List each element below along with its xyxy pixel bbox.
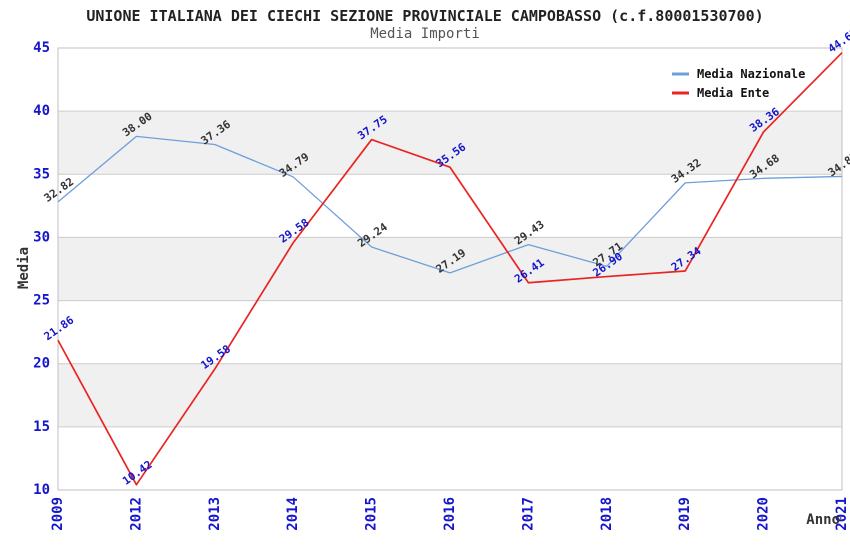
- legend-label: Media Ente: [697, 86, 769, 100]
- x-tick-label: 2012: [128, 497, 144, 531]
- y-tick-label: 15: [33, 419, 50, 435]
- y-tick-label: 30: [33, 229, 50, 245]
- x-tick-label: 2020: [756, 497, 772, 531]
- y-tick-label: 10: [33, 482, 50, 498]
- data-label: 21.86: [42, 313, 77, 343]
- plot-band: [58, 363, 842, 427]
- plot-band: [58, 111, 842, 175]
- plot-band: [58, 237, 842, 301]
- x-tick-label: 2019: [677, 497, 693, 531]
- x-tick-label: 2015: [364, 497, 380, 531]
- series-line-media-nazionale: [57, 135, 843, 274]
- data-label: 44.63: [826, 26, 850, 56]
- y-tick-label: 25: [33, 293, 50, 309]
- x-tick-label: 2016: [442, 497, 458, 531]
- x-tick-label: 2009: [50, 497, 66, 531]
- x-tick-label: 2017: [520, 497, 536, 531]
- legend-label: Media Nazionale: [697, 67, 805, 81]
- y-tick-label: 35: [33, 166, 50, 182]
- x-axis-title: Anno: [806, 512, 840, 528]
- x-tick-label: 2014: [285, 497, 301, 531]
- y-axis-title: Media: [16, 247, 32, 289]
- chart-subtitle: Media Importi: [370, 26, 480, 42]
- series-line-media-ente: [57, 52, 843, 486]
- y-tick-label: 40: [33, 103, 50, 119]
- x-tick-label: 2018: [599, 497, 615, 531]
- x-tick-label: 2021: [834, 497, 850, 531]
- x-tick-label: 2013: [207, 497, 223, 531]
- plot-area-border: [57, 47, 843, 491]
- chart-title: UNIONE ITALIANA DEI CIECHI SEZIONE PROVI…: [86, 7, 764, 25]
- y-tick-label: 45: [33, 40, 50, 56]
- y-tick-label: 20: [33, 356, 50, 372]
